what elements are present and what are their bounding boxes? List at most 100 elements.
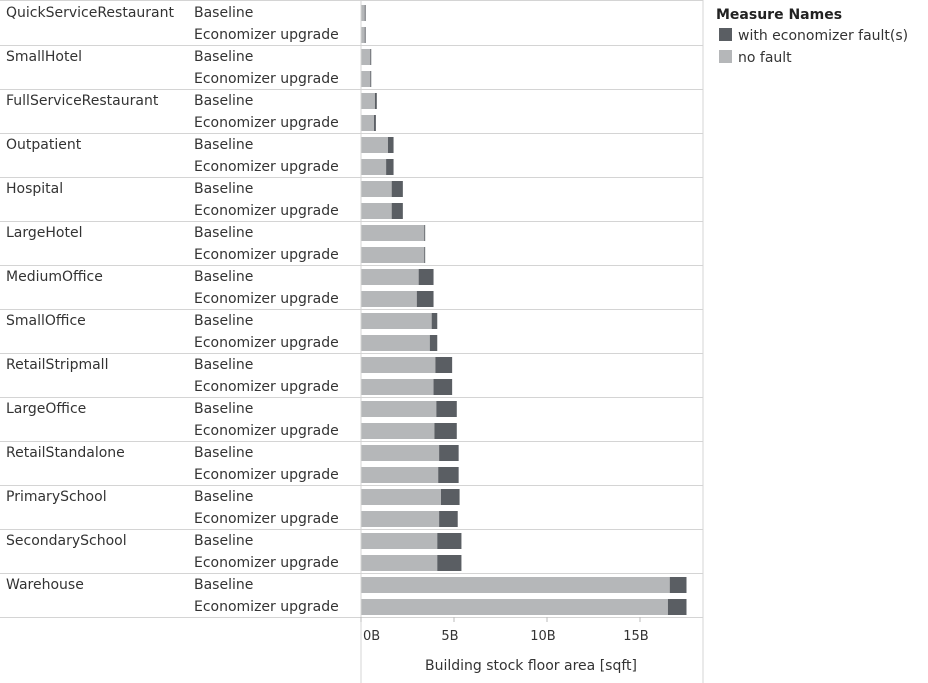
bar-segment-no-fault <box>361 71 371 87</box>
bar-segment-fault <box>424 225 426 241</box>
legend: Measure Names with economizer fault(s) no… <box>716 7 908 66</box>
bar-segment-fault <box>370 71 372 87</box>
bar-segment-fault <box>667 599 687 615</box>
bar-segment-no-fault <box>361 137 388 153</box>
bar-segment-no-fault <box>361 335 430 351</box>
bar-segment-fault <box>386 159 394 175</box>
category-label: FullServiceRestaurant <box>6 93 159 109</box>
bar-segment-no-fault <box>361 225 425 241</box>
bar-segment-fault <box>435 357 453 373</box>
bar-segment-fault <box>439 445 459 461</box>
bar-segment-fault <box>433 379 453 395</box>
bar-segment-fault <box>374 93 377 109</box>
category-label: Outpatient <box>6 137 82 153</box>
bar-segment-fault <box>436 401 457 417</box>
bar-segment-no-fault <box>361 423 435 439</box>
category-label: SmallOffice <box>6 313 86 329</box>
x-axis-title: Building stock floor area [sqft] <box>425 658 637 674</box>
bar-segment-fault <box>391 203 403 219</box>
category-label: Warehouse <box>6 577 84 593</box>
category-label: LargeOffice <box>6 401 86 417</box>
bar-segment-fault <box>391 181 403 197</box>
bar-segment-fault <box>437 533 462 549</box>
bar-segment-no-fault <box>361 27 365 43</box>
category-label: SecondarySchool <box>6 533 127 549</box>
subcategory-label: Economizer upgrade <box>194 423 339 439</box>
category-label: PrimarySchool <box>6 489 107 505</box>
bar-segment-no-fault <box>361 181 392 197</box>
bar-segment-fault <box>364 27 366 43</box>
subcategory-label: Economizer upgrade <box>194 115 339 131</box>
subcategory-label: Baseline <box>194 49 253 65</box>
bar-segment-no-fault <box>361 313 432 329</box>
bar-segment-fault <box>439 511 458 527</box>
subcategory-label: Economizer upgrade <box>194 555 339 571</box>
bar-segment-no-fault <box>361 115 375 131</box>
bar-segment-no-fault <box>361 599 668 615</box>
subcategory-label: Baseline <box>194 5 253 21</box>
bar-segment-no-fault <box>361 93 375 109</box>
bar-segment-fault <box>424 247 426 263</box>
legend-swatch <box>719 28 732 41</box>
bar-segment-no-fault <box>361 5 365 21</box>
subcategory-label: Economizer upgrade <box>194 379 339 395</box>
subcategory-label: Economizer upgrade <box>194 511 339 527</box>
bar-segment-no-fault <box>361 159 387 175</box>
bar-segment-no-fault <box>361 357 436 373</box>
bar-segment-no-fault <box>361 489 441 505</box>
bar-segment-fault <box>434 423 457 439</box>
bar-segment-no-fault <box>361 401 437 417</box>
x-tick-label: 10B <box>530 629 555 644</box>
x-tick-label: 15B <box>623 629 648 644</box>
subcategory-label: Economizer upgrade <box>194 247 339 263</box>
bar-segment-fault <box>429 335 438 351</box>
bar-segment-fault <box>374 115 376 131</box>
subcategory-label: Baseline <box>194 401 253 417</box>
bar-segment-no-fault <box>361 445 440 461</box>
bar-segment-fault <box>387 137 394 153</box>
subcategory-label: Baseline <box>194 313 253 329</box>
subcategory-label: Economizer upgrade <box>194 159 339 175</box>
subcategory-label: Baseline <box>194 137 253 153</box>
bar-segment-fault <box>416 291 434 307</box>
subcategory-label: Economizer upgrade <box>194 203 339 219</box>
subcategory-label: Baseline <box>194 489 253 505</box>
bar-segment-no-fault <box>361 533 438 549</box>
category-label: LargeHotel <box>6 225 82 241</box>
bar-segment-fault <box>431 313 438 329</box>
subcategory-label: Baseline <box>194 93 253 109</box>
category-label: Hospital <box>6 181 63 197</box>
bar-segment-no-fault <box>361 49 371 65</box>
row-labels-layer: QuickServiceRestaurant Baseline Economizer… <box>0 5 703 618</box>
category-label: RetailStripmall <box>6 357 108 373</box>
subcategory-label: Baseline <box>194 181 253 197</box>
legend-swatch <box>719 50 732 63</box>
x-tick-label: 5B <box>441 629 458 644</box>
subcategory-label: Baseline <box>194 357 253 373</box>
category-label: SmallHotel <box>6 49 82 65</box>
bars-layer <box>361 5 687 615</box>
subcategory-label: Baseline <box>194 225 253 241</box>
bar-segment-no-fault <box>361 291 417 307</box>
subcategory-label: Baseline <box>194 445 253 461</box>
subcategory-label: Economizer upgrade <box>194 291 339 307</box>
subcategory-label: Baseline <box>194 533 253 549</box>
bar-segment-no-fault <box>361 555 438 571</box>
bar-segment-no-fault <box>361 577 670 593</box>
bar-segment-fault <box>437 555 462 571</box>
bar-segment-fault <box>418 269 434 285</box>
x-tick-label: 0B <box>363 629 380 644</box>
category-label: RetailStandalone <box>6 445 125 461</box>
bar-segment-fault <box>669 577 687 593</box>
subcategory-label: Baseline <box>194 269 253 285</box>
bar-segment-fault <box>438 467 459 483</box>
subcategory-label: Economizer upgrade <box>194 599 339 615</box>
bar-segment-no-fault <box>361 203 392 219</box>
subcategory-label: Economizer upgrade <box>194 71 339 87</box>
bar-segment-no-fault <box>361 467 439 483</box>
bar-segment-no-fault <box>361 269 419 285</box>
legend-label: with economizer fault(s) <box>738 28 908 44</box>
legend-label: no fault <box>738 50 792 66</box>
subcategory-label: Baseline <box>194 577 253 593</box>
